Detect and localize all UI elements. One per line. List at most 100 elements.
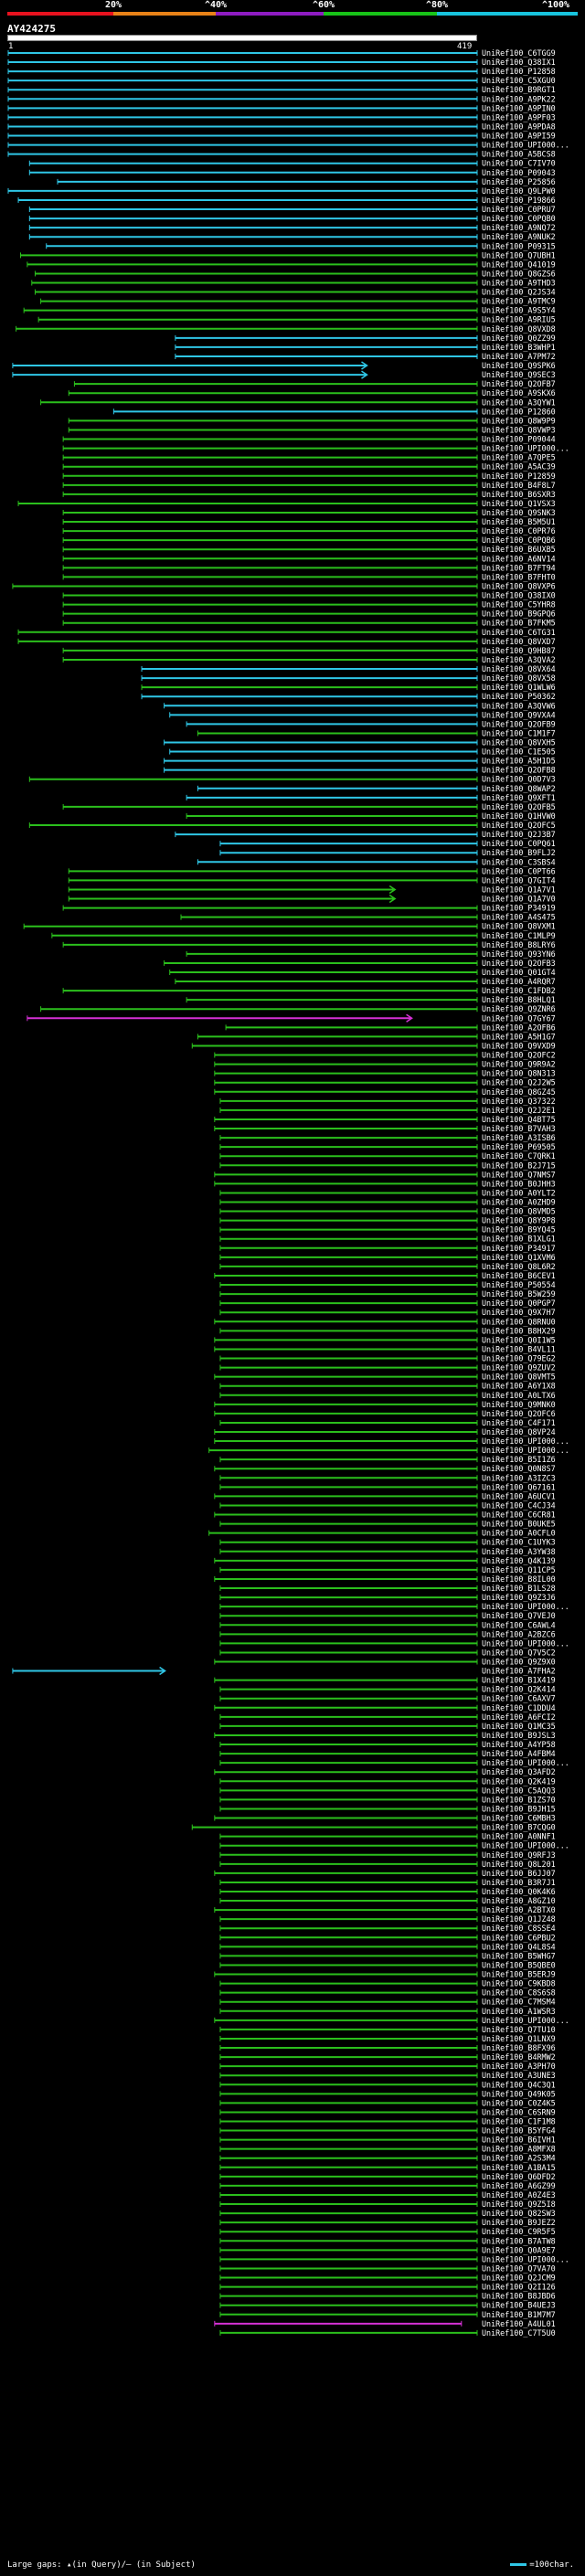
hit-row[interactable]: UniRef100_Q9VXD9	[191, 1041, 556, 1050]
hit-row[interactable]: UniRef100_C0PQB0	[28, 214, 556, 223]
hit-row[interactable]: UniRef100_B6IVH1	[219, 2136, 556, 2145]
hit-row[interactable]: UniRef100_A7PM72	[175, 352, 556, 361]
hit-row[interactable]: UniRef100_B5I1Z6	[219, 1455, 556, 1464]
hit-row[interactable]: UniRef100_Q41019	[27, 260, 556, 269]
hit-row[interactable]: UniRef100_B1XLG1	[219, 1235, 556, 1244]
hit-row[interactable]: UniRef100_C1E505	[169, 747, 556, 757]
hit-row[interactable]: UniRef100_A2S3M4	[219, 2154, 556, 2163]
hit-row[interactable]: UniRef100_Q8Y9P8	[219, 1216, 556, 1225]
hit-row[interactable]: UniRef100_A6GZ99	[219, 2181, 556, 2190]
hit-row[interactable]: UniRef100_Q7TU10	[219, 2025, 556, 2034]
hit-row[interactable]: UniRef100_Q4C3Q1	[219, 2080, 556, 2089]
hit-row[interactable]: UniRef100_Q93YN6	[186, 949, 556, 959]
hit-row[interactable]: UniRef100_P69505	[219, 1142, 556, 1151]
hit-row[interactable]: UniRef100_Q1A7V1	[68, 885, 556, 894]
hit-row[interactable]: UniRef100_UPI000...	[214, 2016, 569, 2025]
hit-row[interactable]: UniRef100_B8JBD6	[219, 2292, 556, 2301]
hit-row[interactable]: UniRef100_B1LS28	[219, 1584, 556, 1593]
hit-row[interactable]: UniRef100_C1MLP9	[51, 931, 556, 940]
hit-row[interactable]: UniRef100_Q7NMS7	[214, 1170, 556, 1179]
hit-row[interactable]: UniRef100_A9PIN0	[7, 103, 556, 112]
hit-row[interactable]: UniRef100_Q79EG2	[219, 1354, 556, 1363]
hit-row[interactable]: UniRef100_Q38IX0	[62, 591, 556, 600]
hit-row[interactable]: UniRef100_Q9X7H7	[219, 1308, 556, 1317]
hit-row[interactable]: UniRef100_C6SRN9	[219, 2107, 556, 2116]
hit-row[interactable]: UniRef100_Q2J2W5	[214, 1078, 556, 1087]
hit-row[interactable]: UniRef100_Q11CP5	[219, 1565, 556, 1574]
hit-row[interactable]: UniRef100_B9JH15	[219, 1804, 556, 1813]
hit-row[interactable]: UniRef100_A9RIU5	[37, 315, 556, 324]
hit-row[interactable]: UniRef100_Q9Z9X0	[214, 1658, 556, 1667]
hit-row[interactable]: UniRef100_UPI000...	[219, 1602, 569, 1611]
hit-row[interactable]: UniRef100_B6JJ07	[214, 1869, 556, 1878]
hit-row[interactable]: UniRef100_Q9XFT1	[186, 793, 556, 802]
hit-row[interactable]: UniRef100_Q8GZ45	[214, 1087, 556, 1097]
hit-row[interactable]: UniRef100_Q0PGP7	[219, 1299, 556, 1308]
hit-row[interactable]: UniRef100_Q8VP24	[214, 1427, 556, 1436]
hit-row[interactable]: UniRef100_UPI000...	[214, 1436, 569, 1446]
hit-row[interactable]: UniRef100_C9KBD8	[219, 1979, 556, 1988]
hit-row[interactable]: UniRef100_UPI000...	[219, 1758, 569, 1767]
hit-row[interactable]: UniRef100_A3IZC3	[219, 1473, 556, 1482]
hit-row[interactable]: UniRef100_Q9ZNR6	[40, 1004, 556, 1013]
hit-row[interactable]: UniRef100_B9JSL3	[214, 1731, 556, 1740]
hit-row[interactable]: UniRef100_UPI000...	[219, 2254, 569, 2263]
hit-row[interactable]: UniRef100_A9NQ72	[28, 223, 556, 232]
hit-row[interactable]: UniRef100_A3QYW1	[40, 398, 556, 407]
hit-row[interactable]: UniRef100_A3PH70	[219, 2062, 556, 2071]
hit-row[interactable]: UniRef100_Q8VXD8	[16, 324, 556, 334]
hit-row[interactable]: UniRef100_B3R7J1	[219, 1878, 556, 1887]
hit-row[interactable]: UniRef100_Q0A9E7	[219, 2245, 556, 2254]
hit-row[interactable]: UniRef100_Q7V5C2	[219, 1648, 556, 1657]
hit-row[interactable]: UniRef100_A6NV14	[62, 554, 556, 563]
hit-row[interactable]: UniRef100_B6UXB5	[62, 545, 556, 554]
hit-row[interactable]: UniRef100_B1X419	[214, 1676, 556, 1685]
hit-row[interactable]: UniRef100_Q7GY67	[27, 1013, 556, 1023]
hit-row[interactable]: UniRef100_B0JHH3	[214, 1179, 556, 1188]
hit-row[interactable]: UniRef100_C1DDU4	[214, 1703, 556, 1712]
hit-row[interactable]: UniRef100_Q2OFC6	[214, 1409, 556, 1418]
hit-row[interactable]: UniRef100_Q8VXP6	[12, 581, 556, 590]
hit-row[interactable]: UniRef100_Q37322	[219, 1097, 556, 1106]
hit-row[interactable]: UniRef100_P09315	[46, 241, 556, 250]
hit-row[interactable]: UniRef100_B9FLJ2	[219, 848, 556, 857]
hit-row[interactable]: UniRef100_A0YLT2	[219, 1188, 556, 1197]
hit-row[interactable]: UniRef100_Q0ZZ99	[175, 334, 556, 343]
hit-row[interactable]: UniRef100_B5ERJ9	[214, 1970, 556, 1979]
hit-row[interactable]: UniRef100_B7VAH3	[214, 1124, 556, 1133]
hit-row[interactable]: UniRef100_Q9SPK6	[12, 361, 556, 370]
hit-row[interactable]: UniRef100_UPI000...	[208, 1446, 569, 1455]
hit-row[interactable]: UniRef100_Q8VWP3	[68, 425, 556, 434]
hit-row[interactable]: UniRef100_Q7VEJ0	[219, 1611, 556, 1620]
hit-row[interactable]: UniRef100_Q0D7V3	[28, 775, 556, 784]
hit-row[interactable]: UniRef100_Q7GIT4	[68, 875, 556, 885]
hit-row[interactable]: UniRef100_A2BZC6	[219, 1629, 556, 1638]
hit-row[interactable]: UniRef100_B8IL00	[214, 1574, 556, 1584]
hit-row[interactable]: UniRef100_A4YP58	[219, 1740, 556, 1749]
hit-row[interactable]: UniRef100_A1BA15	[219, 2163, 556, 2172]
hit-row[interactable]: UniRef100_B4F8L7	[62, 481, 556, 490]
hit-row[interactable]: UniRef100_Q2JCM9	[219, 2274, 556, 2283]
hit-row[interactable]: UniRef100_P50554	[219, 1280, 556, 1289]
hit-row[interactable]: UniRef100_C5YHR8	[62, 600, 556, 610]
hit-row[interactable]: UniRef100_B8HLQ1	[186, 995, 556, 1004]
hit-row[interactable]: UniRef100_C6CR81	[214, 1511, 556, 1520]
hit-row[interactable]: UniRef100_A0CFL0	[208, 1529, 556, 1538]
hit-row[interactable]: UniRef100_Q2OFB9	[186, 719, 556, 728]
hit-row[interactable]: UniRef100_C8S6S8	[219, 1988, 556, 1998]
hit-row[interactable]: UniRef100_Q3AFD2	[214, 1767, 556, 1776]
hit-row[interactable]: UniRef100_C4CJ34	[219, 1500, 556, 1510]
hit-row[interactable]: UniRef100_A6UCV1	[214, 1491, 556, 1500]
hit-row[interactable]: UniRef100_A2OFB6	[225, 1023, 556, 1032]
hit-row[interactable]: UniRef100_Q9ZUV2	[219, 1363, 556, 1373]
hit-row[interactable]: UniRef100_C3SBS4	[197, 857, 556, 866]
hit-row[interactable]: UniRef100_Q2JS34	[34, 288, 556, 297]
hit-row[interactable]: UniRef100_B0UKE5	[219, 1520, 556, 1529]
hit-row[interactable]: UniRef100_C4F171	[219, 1418, 556, 1427]
hit-row[interactable]: UniRef100_Q2J3B7	[175, 830, 556, 839]
hit-row[interactable]: UniRef100_C0PR76	[62, 526, 556, 535]
hit-row[interactable]: UniRef100_C6TGG9	[7, 48, 556, 58]
hit-row[interactable]: UniRef100_Q9VXA4	[169, 710, 556, 719]
hit-row[interactable]: UniRef100_P12859	[62, 472, 556, 481]
hit-row[interactable]: UniRef100_Q4L8S4	[219, 1942, 556, 1951]
